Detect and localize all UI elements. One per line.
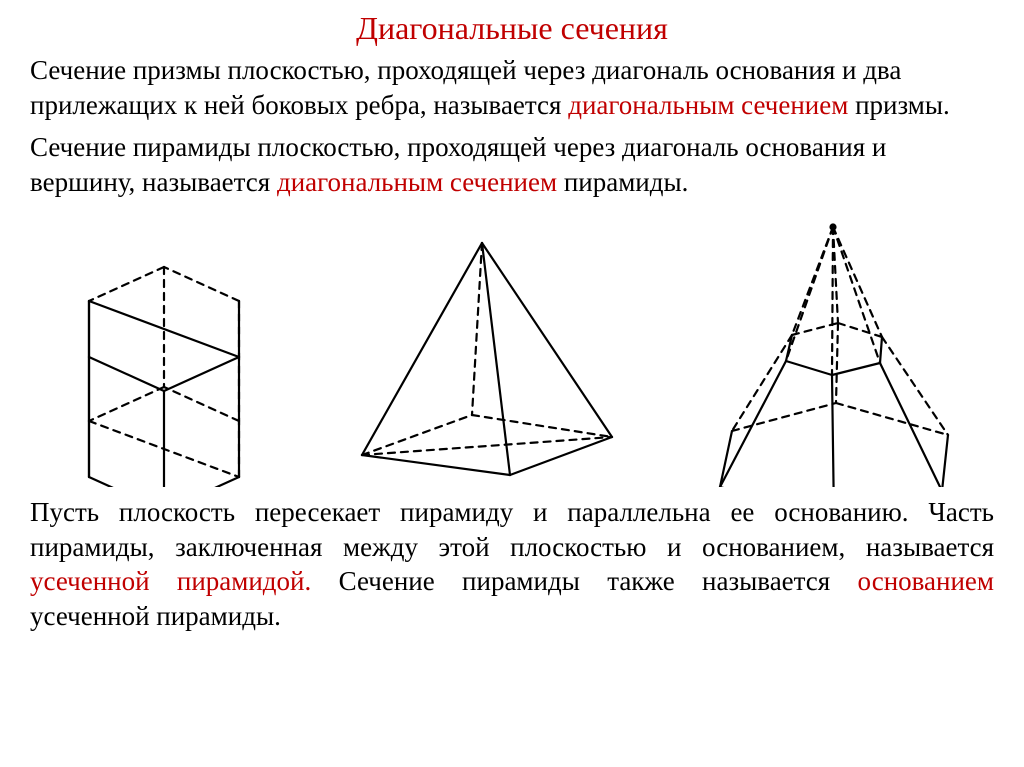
text: Пусть плоскость пересекает пирамиду и па… [30, 497, 994, 562]
figure-prism [34, 207, 294, 487]
slide-title: Диагональные сечения [30, 10, 994, 47]
paragraph-frustum-definition: Пусть плоскость пересекает пирамиду и па… [30, 495, 994, 633]
figures-row [30, 207, 994, 487]
paragraph-pyramid-definition: Сечение пирамиды плоскостью, проходящей … [30, 130, 994, 199]
term-diagonal-section-prism: диагональным сечением [568, 90, 848, 120]
term-base: основанием [858, 566, 994, 596]
paragraph-prism-definition: Сечение призмы плоскостью, проходящей че… [30, 53, 994, 122]
term-truncated-pyramid: усеченной пирамидой. [30, 566, 311, 596]
text: призмы. [848, 90, 949, 120]
figure-pyramid [332, 207, 632, 487]
slide-page: Диагональные сечения Сечение призмы плос… [0, 0, 1024, 651]
term-diagonal-section-pyramid: диагональным сечением [277, 167, 557, 197]
text: пирамиды. [557, 167, 688, 197]
text: усеченной пирамиды. [30, 601, 281, 631]
text: Сечение пирамиды также называется [311, 566, 857, 596]
figure-frustum [670, 207, 990, 487]
